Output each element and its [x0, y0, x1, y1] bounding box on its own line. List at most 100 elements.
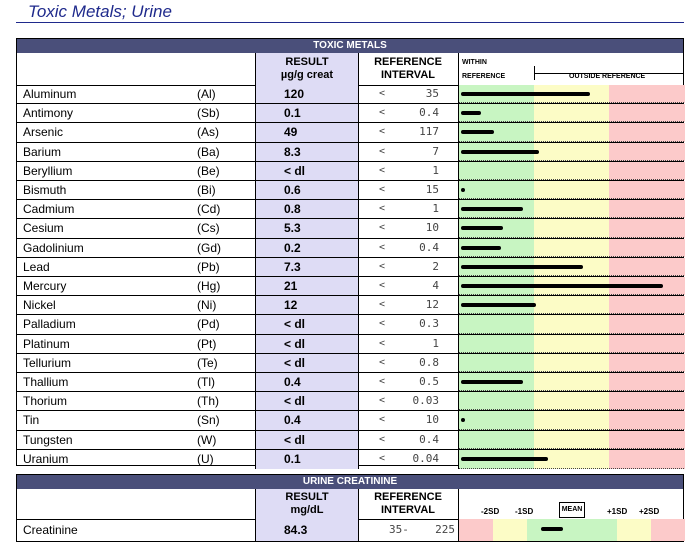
result-graph — [458, 104, 685, 123]
zone-elevated — [534, 238, 609, 257]
less-than-sign: < — [379, 318, 386, 330]
metal-symbol: (Sn) — [197, 413, 220, 428]
zone-high — [609, 104, 685, 123]
zone-high — [609, 334, 685, 353]
reference-header: REFERENCE INTERVAL — [359, 53, 457, 85]
zone-elevated — [534, 123, 609, 142]
reference-value: 12 — [425, 298, 439, 312]
zone-elevated — [534, 219, 609, 238]
zone-high — [609, 85, 685, 104]
toxic-metals-table: TOXIC METALS RESULT µg/g creat REFERENCE… — [16, 38, 685, 469]
row-dotted-line — [459, 274, 684, 276]
metal-symbol: (Cd) — [197, 202, 221, 217]
zone-high — [609, 238, 685, 257]
table-row: Barium (Ba) 8.3 <7 — [17, 142, 685, 162]
zone-high — [609, 430, 685, 449]
creatinine-zone-high-yellow — [617, 519, 651, 541]
row-dotted-line — [459, 447, 684, 449]
table-row: Tungsten (W) < dl <0.4 — [17, 430, 685, 450]
zone-high — [609, 296, 685, 315]
row-dotted-line — [459, 294, 684, 296]
result-graph — [458, 373, 685, 392]
row-dotted-line — [459, 198, 684, 200]
less-than-sign: < — [379, 222, 386, 234]
zone-elevated — [534, 161, 609, 180]
creatinine-reference-label: REFERENCE — [374, 491, 442, 503]
metal-symbol: (Te) — [197, 355, 218, 370]
table-row: Arsenic (As) 49 <117 — [17, 123, 685, 143]
less-than-sign: < — [379, 452, 386, 464]
zone-within — [459, 392, 534, 411]
table-row: Cadmium (Cd) 0.8 <1 — [17, 200, 685, 220]
metal-result: < dl — [255, 392, 359, 411]
creatinine-mean-bar — [541, 527, 563, 531]
minus-1sd-label: -1SD — [515, 507, 534, 516]
zone-high — [609, 142, 685, 161]
zone-elevated — [534, 142, 609, 161]
creatinine-ref-high: 225 — [435, 523, 455, 536]
metal-symbol: (Pd) — [197, 317, 220, 332]
metal-symbol: (Cs) — [197, 221, 220, 236]
zone-within — [459, 430, 534, 449]
table-row: Platinum (Pt) < dl <1 — [17, 334, 685, 354]
metal-result: 8.3 — [255, 142, 359, 161]
less-than-sign: < — [379, 184, 386, 195]
metal-result: 0.4 — [255, 373, 359, 392]
result-graph — [458, 85, 685, 104]
result-graph — [458, 449, 685, 469]
metal-symbol: (Hg) — [197, 279, 221, 293]
less-than-sign: < — [379, 88, 386, 99]
row-dotted-line — [459, 140, 684, 142]
result-bar — [461, 380, 524, 384]
zone-elevated — [534, 296, 609, 315]
graph-header-tick — [534, 66, 535, 80]
metal-result: 120 — [255, 85, 359, 104]
reference-value: 0.4 — [419, 432, 439, 446]
row-dotted-line — [459, 102, 684, 104]
creatinine-result-label: RESULT — [285, 491, 329, 503]
metal-name: Barium — [23, 144, 62, 159]
zone-high — [609, 449, 685, 469]
result-graph — [458, 257, 685, 276]
creatinine-graph — [458, 519, 685, 541]
zone-high — [609, 411, 685, 430]
metal-result: 0.8 — [255, 200, 359, 219]
metal-result: 0.4 — [255, 411, 359, 430]
metal-symbol: (U) — [197, 451, 214, 466]
reference-value: 0.5 — [419, 375, 439, 388]
metal-name: Lead — [23, 259, 50, 274]
reference-value: 1 — [432, 202, 439, 216]
creatinine-table: URINE CREATININE RESULT mg/dL REFERENCE … — [16, 474, 685, 542]
metal-result: 12 — [255, 296, 359, 315]
metal-result: < dl — [255, 315, 359, 334]
metal-symbol: (Tl) — [197, 375, 215, 389]
zone-high — [609, 373, 685, 392]
minus-2sd-label: -2SD — [481, 507, 500, 516]
metal-symbol: (Ba) — [197, 144, 220, 159]
less-than-sign: < — [379, 376, 386, 387]
result-graph — [458, 315, 685, 334]
reference-value: 0.3 — [419, 317, 439, 331]
result-graph — [458, 411, 685, 430]
metal-name: Tin — [23, 413, 40, 428]
table-row: Beryllium (Be) < dl <1 — [17, 161, 685, 181]
row-dotted-line — [459, 255, 684, 257]
metal-result: 0.1 — [255, 104, 359, 123]
row-dotted-line — [459, 370, 684, 372]
result-graph — [458, 238, 685, 257]
result-bar — [461, 188, 466, 192]
reference-value: 0.04 — [412, 451, 440, 465]
result-graph — [458, 219, 685, 238]
table-row: Uranium (U) 0.1 <0.04 — [17, 449, 685, 469]
plus-1sd-label: +1SD — [607, 507, 628, 516]
reference-value: 1 — [432, 336, 439, 350]
reference-value: 0.8 — [419, 355, 439, 369]
toxic-metals-header: TOXIC METALS — [17, 39, 683, 53]
table-row: Tellurium (Te) < dl <0.8 — [17, 353, 685, 373]
zone-high — [609, 315, 685, 334]
creatinine-name: Creatinine — [23, 523, 78, 537]
zone-within — [459, 353, 534, 372]
metal-result: 21 — [255, 277, 359, 296]
result-bar — [461, 284, 664, 288]
reference-value: 10 — [425, 413, 439, 427]
